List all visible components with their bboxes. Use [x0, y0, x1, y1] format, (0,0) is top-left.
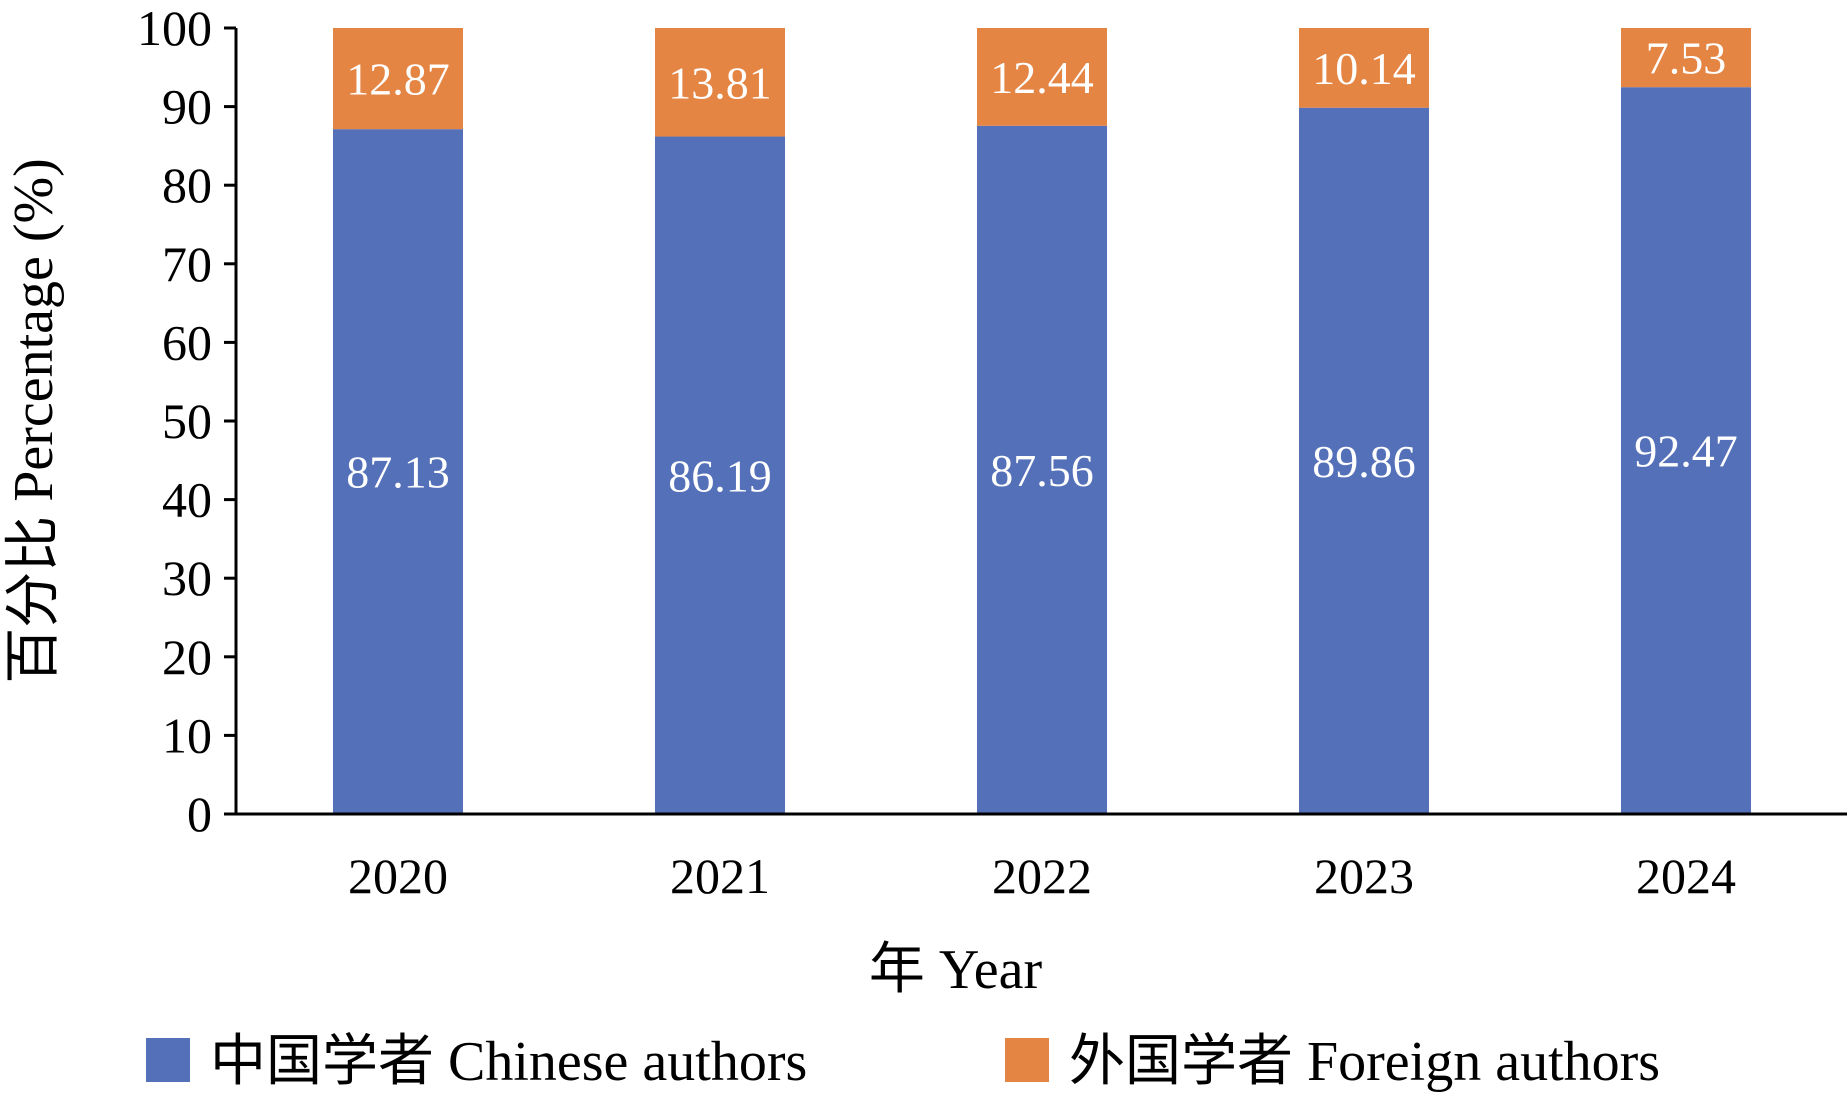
x-tick-label: 2022 — [992, 848, 1092, 904]
y-tick-label: 80 — [162, 157, 212, 213]
bar-segment-chinese — [1299, 107, 1429, 815]
data-label: 92.47 — [1634, 426, 1738, 477]
legend: 中国学者 Chinese authors 外国学者 Foreign authors — [146, 1031, 1660, 1093]
data-label: 87.56 — [990, 445, 1094, 496]
y-ticks-layer: 0 10 20 30 40 50 60 70 80 90 100 — [137, 0, 236, 842]
data-label: 12.87 — [346, 54, 450, 105]
y-tick-label: 30 — [162, 550, 212, 606]
data-label: 7.53 — [1646, 33, 1727, 84]
data-label: 12.44 — [990, 52, 1094, 103]
bar-segment-foreign — [1299, 28, 1429, 108]
legend-label: 外国学者 Foreign authors — [1069, 1031, 1660, 1093]
bar-segment-foreign — [333, 28, 463, 130]
y-tick-label: 20 — [162, 629, 212, 685]
x-tick-label: 2021 — [670, 848, 770, 904]
data-label: 89.86 — [1312, 436, 1416, 487]
x-tick-label: 2023 — [1314, 848, 1414, 904]
y-tick-label: 0 — [187, 786, 212, 842]
bar-segment-chinese — [977, 125, 1107, 815]
data-label: 86.19 — [668, 450, 772, 501]
bar-segment-chinese — [1621, 87, 1751, 815]
legend-label: 中国学者 Chinese authors — [210, 1031, 807, 1093]
x-ticks-layer: 2020 2021 2022 2023 2024 — [348, 848, 1736, 904]
data-labels-layer: 87.13 12.87 86.19 13.81 87.56 12.44 89.86 10.14… — [346, 33, 1738, 502]
bars-layer — [333, 28, 1751, 815]
bar-segment-foreign — [1621, 28, 1751, 88]
bar-segment-chinese — [333, 129, 463, 814]
bar-segment-foreign — [977, 28, 1107, 126]
data-label: 10.14 — [1312, 43, 1416, 94]
y-tick-label: 50 — [162, 393, 212, 449]
x-tick-label: 2020 — [348, 848, 448, 904]
legend-swatch — [1005, 1038, 1049, 1082]
y-tick-label: 90 — [162, 79, 212, 135]
y-tick-label: 100 — [137, 0, 212, 56]
y-tick-label: 60 — [162, 314, 212, 370]
x-axis-title: 年 Year — [869, 939, 1043, 1001]
y-tick-label: 40 — [162, 472, 212, 528]
x-tick-label: 2024 — [1636, 848, 1736, 904]
y-tick-label: 10 — [162, 707, 212, 763]
y-axis-title: 百分比 Percentage (%) — [3, 158, 65, 684]
legend-swatch — [146, 1038, 190, 1082]
data-label: 13.81 — [668, 57, 772, 108]
y-tick-label: 70 — [162, 236, 212, 292]
bar-segment-chinese — [655, 136, 785, 814]
bar-segment-foreign — [655, 28, 785, 137]
data-label: 87.13 — [346, 447, 450, 498]
